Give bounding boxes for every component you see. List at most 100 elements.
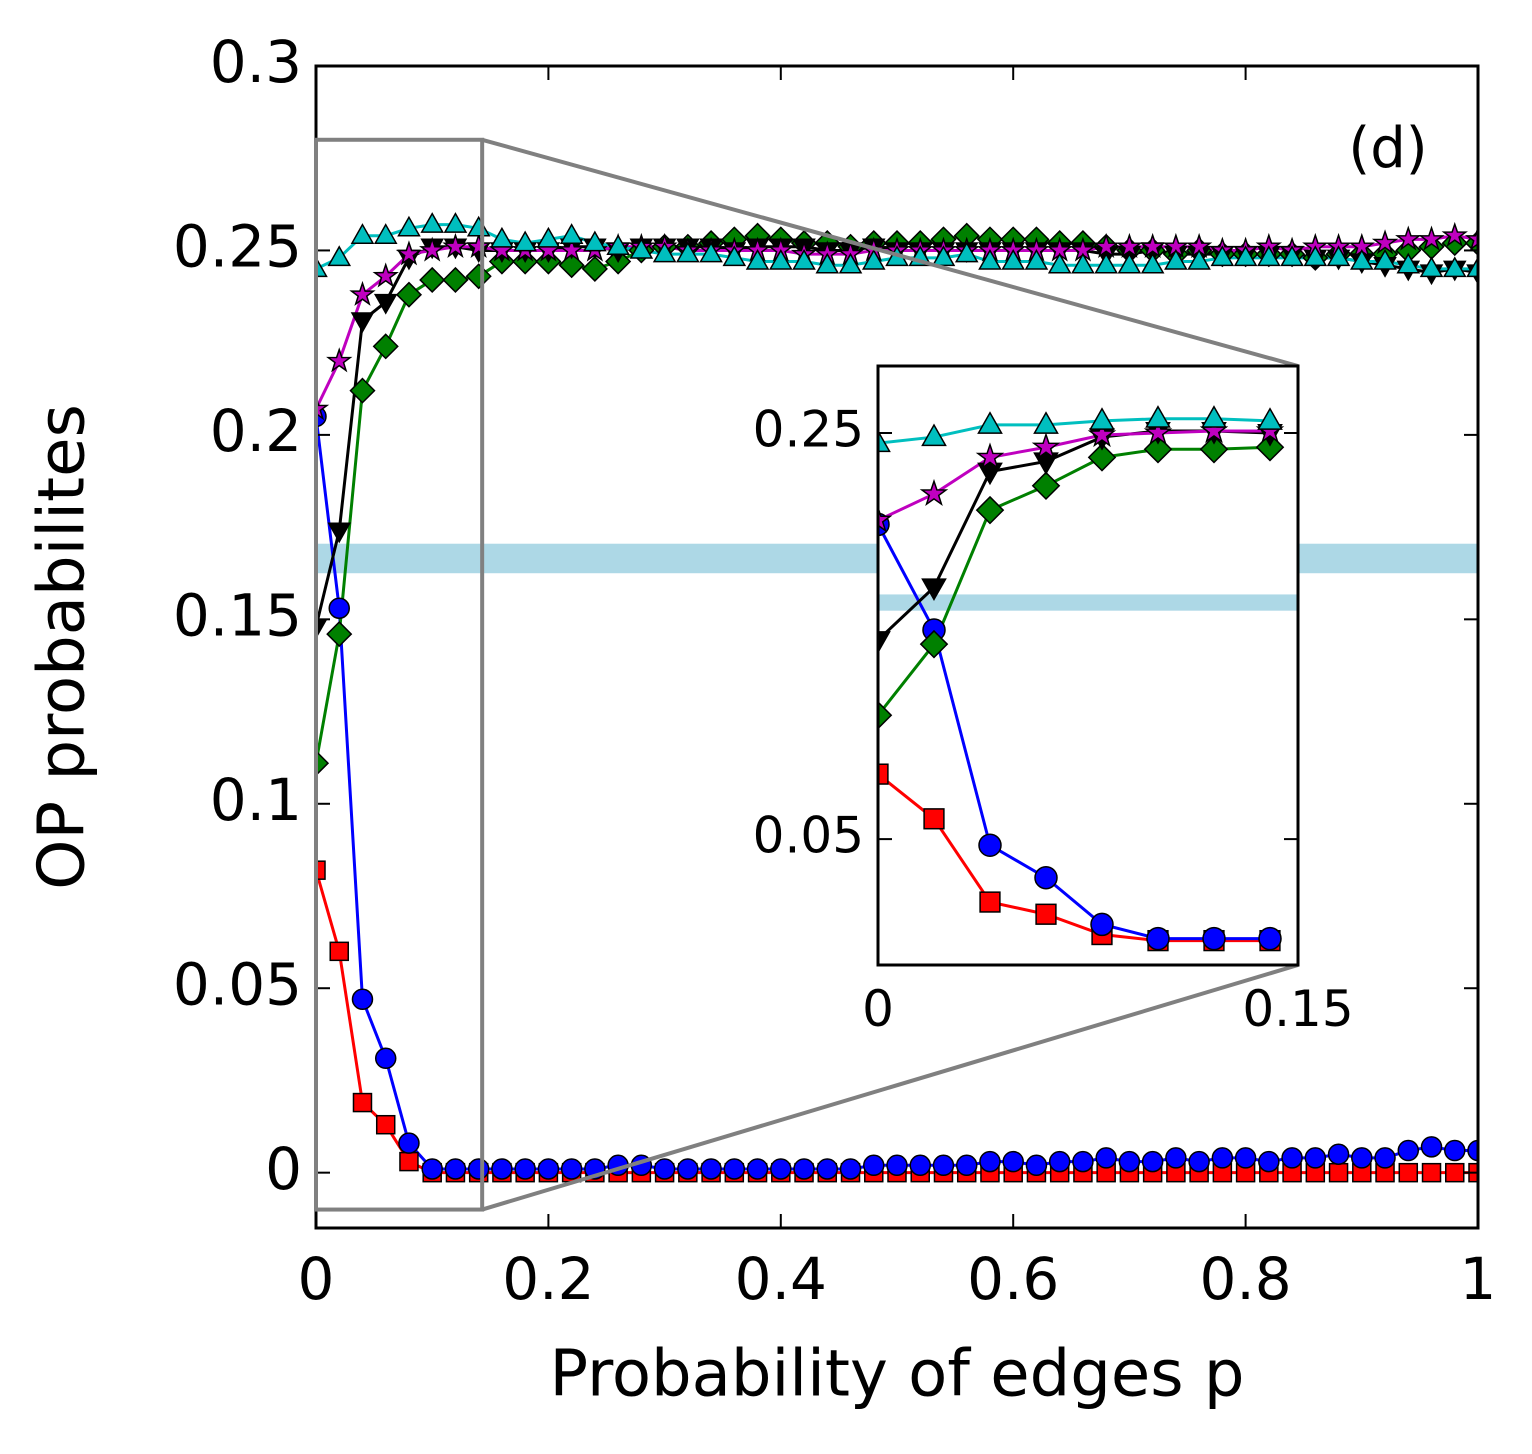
marker	[1418, 225, 1445, 251]
marker	[1373, 248, 1397, 270]
marker	[979, 891, 1001, 913]
marker	[1210, 245, 1235, 267]
marker	[1257, 245, 1281, 267]
marker	[513, 230, 537, 252]
marker	[372, 333, 399, 360]
marker	[977, 462, 1003, 486]
marker	[395, 240, 423, 266]
y-tick-label: 0.3	[210, 28, 302, 96]
marker	[514, 1158, 536, 1180]
marker	[560, 1158, 583, 1180]
marker	[606, 234, 630, 256]
marker	[700, 1158, 722, 1180]
marker	[793, 1158, 815, 1180]
marker	[316, 395, 330, 421]
marker	[878, 631, 891, 654]
marker	[861, 248, 886, 270]
marker	[328, 597, 350, 620]
x-tick-label: 0.15	[1242, 980, 1353, 1038]
marker	[1211, 1147, 1234, 1169]
marker	[1116, 232, 1143, 258]
marker	[316, 618, 328, 640]
zoom-connector	[481, 137, 1299, 368]
marker	[919, 478, 949, 507]
marker	[1092, 232, 1120, 258]
marker	[816, 1158, 839, 1180]
marker	[420, 212, 444, 233]
marker	[421, 1158, 443, 1180]
y-tick-label: 0.2	[210, 397, 302, 465]
marker	[1089, 407, 1115, 430]
marker	[327, 245, 352, 267]
marker	[536, 226, 561, 248]
marker	[1033, 452, 1059, 476]
marker	[465, 263, 492, 290]
marker	[653, 1158, 676, 1180]
marker	[375, 1114, 396, 1135]
marker	[1442, 256, 1467, 278]
marker	[629, 237, 654, 259]
x-tick-label: 0.2	[502, 1245, 594, 1313]
marker	[923, 808, 945, 830]
marker	[327, 522, 352, 544]
marker	[1444, 1139, 1466, 1162]
series-line	[878, 429, 1270, 522]
x-tick-label: 0.6	[967, 1245, 1059, 1313]
marker	[1165, 1147, 1187, 1169]
marker	[329, 941, 349, 962]
marker	[1201, 405, 1227, 428]
marker	[1420, 1136, 1443, 1158]
marker	[1025, 1154, 1048, 1177]
marker	[1396, 252, 1421, 274]
marker	[863, 1154, 885, 1177]
marker	[1327, 1143, 1350, 1165]
marker	[373, 223, 398, 244]
x-tick-label: 0.4	[735, 1245, 827, 1313]
marker	[978, 248, 1002, 270]
marker	[1441, 230, 1468, 257]
marker	[537, 1158, 560, 1180]
marker	[1187, 248, 1211, 270]
marker	[1328, 1162, 1349, 1183]
y-axis-label: OP probabilites	[26, 404, 100, 890]
marker	[955, 1154, 978, 1177]
marker	[931, 245, 956, 267]
y-tick-label: 0.25	[753, 401, 864, 459]
marker	[1090, 912, 1114, 937]
marker	[395, 281, 423, 308]
y-tick-label: 0	[265, 1135, 302, 1203]
marker	[1199, 434, 1229, 464]
series-line	[878, 417, 1271, 445]
marker	[491, 1158, 513, 1180]
y-tick-label: 0.25	[173, 213, 302, 281]
marker	[878, 429, 891, 453]
y-tick-label: 0.15	[173, 581, 302, 649]
marker	[1002, 1150, 1024, 1173]
marker	[1072, 1150, 1094, 1173]
marker	[1304, 1147, 1327, 1169]
marker	[975, 495, 1005, 525]
marker	[419, 266, 446, 294]
marker	[399, 1151, 419, 1172]
marker	[1258, 926, 1282, 951]
marker	[349, 280, 376, 306]
marker	[1031, 471, 1061, 501]
h-span	[878, 594, 1298, 611]
marker	[1464, 225, 1478, 251]
marker	[1303, 245, 1328, 267]
marker	[1280, 245, 1304, 267]
marker	[444, 1158, 467, 1180]
marker	[326, 621, 353, 648]
y-tick-label: 0.05	[173, 950, 302, 1018]
marker	[398, 1132, 420, 1154]
marker	[316, 860, 326, 880]
main-axes: 0 0.2 0.4 0.6 0.8 1 0 0.05 0.1 0.15 0.2 0.25 0.3 0 0.1…	[173, 28, 1497, 1313]
marker	[1398, 1162, 1419, 1183]
marker	[351, 988, 374, 1011]
marker	[909, 1154, 931, 1177]
marker	[1139, 232, 1166, 258]
marker	[373, 293, 398, 315]
y-tick-label: 0.1	[210, 766, 302, 834]
marker	[1188, 1150, 1210, 1173]
plot-content	[878, 405, 1298, 952]
